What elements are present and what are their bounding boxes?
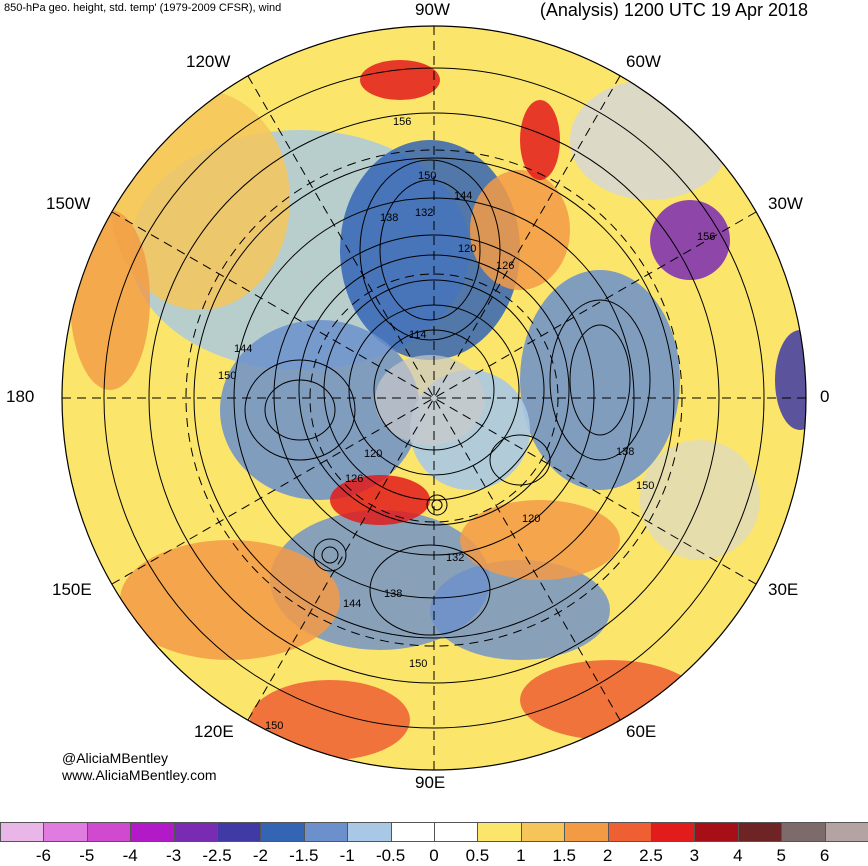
colorbar-swatch (303, 822, 349, 842)
colorbar-tick-label: 6 (819, 846, 830, 865)
colorbar-tick-label: -2 (252, 846, 268, 865)
colorbar-swatch (0, 822, 45, 842)
colorbar-tick-label: 5 (776, 846, 786, 865)
colorbar-swatch (694, 822, 739, 842)
colorbar-tick-label: -4 (122, 846, 138, 865)
lon-label-120e: 120E (194, 722, 234, 741)
colorbar: -6 -5 -4 -3 -2.5 -2 -1.5 -1 -0.5 0 0.5 1 1.5 2 2.5 3 4 5 6 (0, 822, 868, 865)
colorbar-swatch (43, 822, 88, 842)
contour-label: 132 (446, 552, 464, 564)
colorbar-tick-label: 4 (733, 846, 743, 865)
colorbar-swatch (781, 822, 826, 842)
colorbar-swatch (173, 822, 218, 842)
contour-label: 120 (522, 513, 540, 525)
colorbar-swatch (86, 822, 132, 842)
lon-label-120w: 120W (186, 52, 231, 71)
colorbar-tick-label: 2.5 (639, 846, 663, 865)
contour-label: 132 (415, 207, 433, 219)
lon-label-30w: 30W (768, 194, 803, 213)
colorbar-swatch (390, 822, 435, 842)
colorbar-tick-label: 0 (429, 846, 439, 865)
contour-label: 156 (393, 116, 411, 128)
lon-label-60e: 60E (626, 722, 657, 741)
colorbar-swatch (651, 822, 696, 842)
contour-label: 156 (697, 231, 715, 243)
colorbar-swatch (607, 822, 652, 842)
colorbar-tick-label: -5 (79, 846, 95, 865)
contour-label: 126 (496, 260, 514, 272)
left-title: 850-hPa geo. height, std. temp' (1979-20… (4, 2, 282, 14)
credit-handle: @AliciaMBentley (62, 750, 169, 766)
contour-label: 150 (218, 370, 236, 382)
right-title: (Analysis) 1200 UTC 19 Apr 2018 (539, 0, 808, 20)
colorbar-swatch (737, 822, 783, 842)
colorbar-tick-label: -2.5 (202, 846, 232, 865)
credit-website: www.AliciaMBentley.com (62, 767, 217, 783)
lon-label-0: 0 (820, 387, 830, 406)
contour-label: 150 (409, 658, 427, 670)
colorbar-tick-label: -1 (339, 846, 355, 865)
lon-label-180: 180 (6, 387, 35, 406)
contour-label: 120 (364, 448, 382, 460)
colorbar-swatch (130, 822, 175, 842)
colorbar-tick-label: -0.5 (375, 846, 406, 865)
lon-label-90e: 90E (415, 773, 446, 792)
colorbar-tick-label: -1.5 (289, 846, 319, 865)
colorbar-tick-label: -6 (35, 846, 51, 865)
temperature-anomaly-field (62, 26, 806, 770)
contour-label: 150 (418, 170, 436, 182)
graticule (62, 26, 806, 770)
colorbar-tick-label: 3 (689, 846, 700, 865)
lon-label-30e: 30E (768, 580, 799, 599)
contour-label: 138 (380, 212, 398, 224)
contour-label: 114 (409, 329, 427, 341)
contour-label: 126 (345, 473, 363, 485)
lon-label-60w: 60W (626, 52, 661, 71)
contour-label: 144 (234, 343, 252, 355)
colorbar-tick-label: 1 (516, 846, 526, 865)
colorbar-swatch (217, 822, 262, 842)
contour-label: 150 (636, 480, 654, 492)
contour-label: 144 (454, 190, 472, 202)
colorbar-tick-label: 2 (602, 846, 613, 865)
colorbar-swatch (520, 822, 566, 842)
colorbar-swatch (347, 822, 392, 842)
colorbar-tick-label: -3 (166, 846, 182, 865)
colorbar-swatch (477, 822, 522, 842)
contour-label: 120 (458, 243, 476, 255)
contour-label: 150 (265, 720, 283, 732)
colorbar-tick-label: 1.5 (552, 846, 577, 865)
colorbar-tick-label: 0.5 (465, 846, 490, 865)
colorbar-swatch (260, 822, 305, 842)
lon-label-150e: 150E (52, 580, 92, 599)
colorbar-swatch (564, 822, 609, 842)
lon-label-150w: 150W (46, 194, 91, 213)
colorbar-swatch (434, 822, 479, 842)
colorbar-swatch (824, 822, 868, 842)
contour-label: 138 (616, 446, 634, 458)
lon-label-90w: 90W (415, 0, 450, 19)
contour-label: 144 (343, 598, 361, 610)
contour-label: 138 (384, 588, 402, 600)
